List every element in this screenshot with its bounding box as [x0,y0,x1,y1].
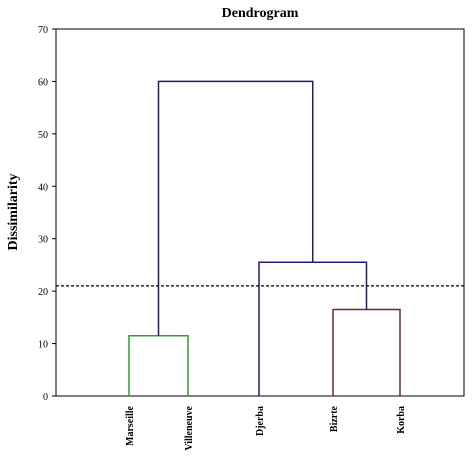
y-tick-label: 0 [43,392,48,403]
dendrogram-link-c4 [157,80,314,336]
x-axis-leaf-labels: Marseille Villeneuve Djerba Bizrte Korba [125,405,407,450]
y-axis-label: Dissimilarity [6,174,21,251]
y-tick-label: 40 [38,182,48,193]
leaf-label: Marseille [125,405,136,446]
y-tick-label: 70 [38,25,48,36]
leaf-label: Villeneuve [184,405,195,450]
y-tick-label: 30 [38,235,48,246]
dendrogram-link-c2 [332,308,401,396]
chart-title: Dendrogram [222,6,299,21]
plot-area [55,28,465,397]
leaf-label: Bizrte [329,405,340,432]
dendrogram-link-c1 [128,334,189,396]
y-axis-ticks: 0 10 20 30 40 50 60 70 [38,25,56,403]
y-tick-label: 50 [38,130,48,141]
y-tick-label: 10 [38,340,48,351]
leaf-label: Korba [396,406,407,434]
y-tick-label: 60 [38,77,48,88]
dendrogram-links [128,80,401,396]
y-tick-label: 20 [38,287,48,298]
leaf-label: Djerba [255,406,266,436]
dendrogram-link-c3 [258,261,368,396]
